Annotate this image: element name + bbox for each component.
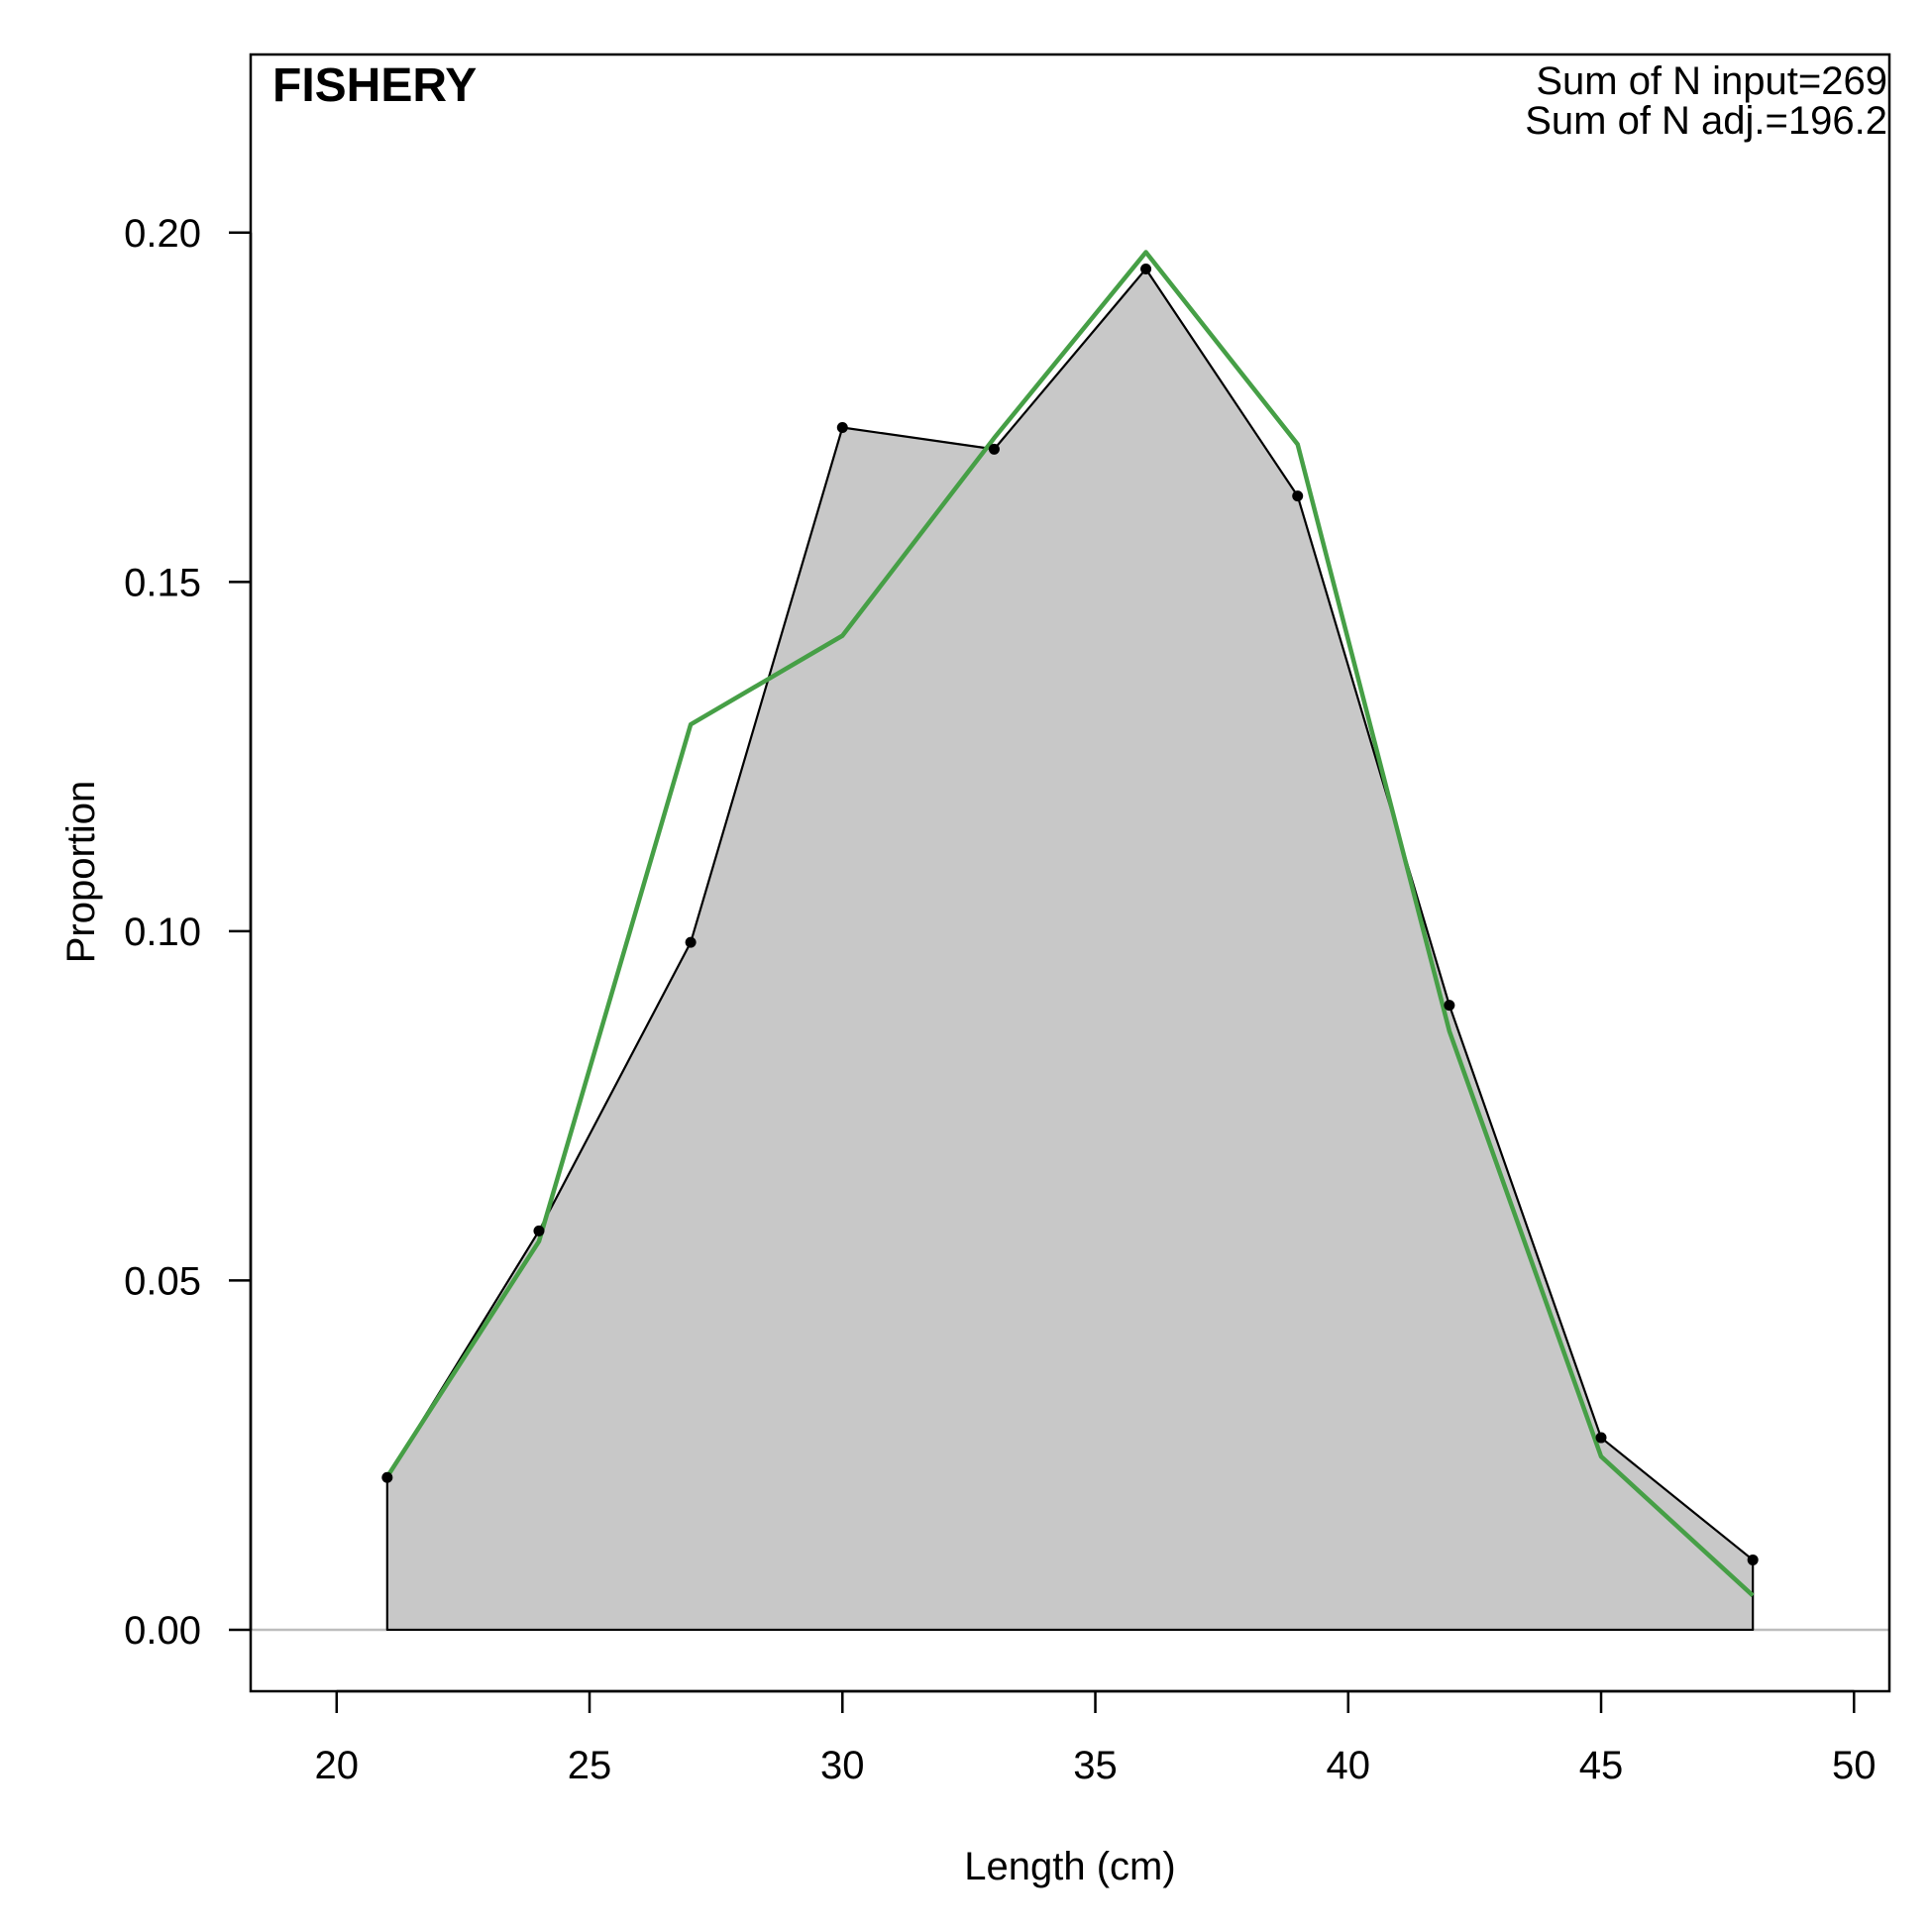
- x-axis-label: Length (cm): [964, 1845, 1175, 1888]
- x-tick-label: 35: [1073, 1744, 1118, 1787]
- observed-point: [381, 1471, 393, 1483]
- observed-point: [685, 936, 697, 948]
- x-axis: 20 25 30 35 40 45 50: [315, 1689, 1877, 1787]
- observed-point: [1140, 263, 1152, 274]
- x-tick-label: 45: [1579, 1744, 1624, 1787]
- observed-point: [1292, 490, 1304, 502]
- observed-point: [988, 443, 1000, 455]
- sum-n-input-annotation: Sum of N input=269: [1536, 59, 1887, 103]
- observed-point: [1747, 1554, 1759, 1565]
- expected-line: [384, 250, 1755, 1598]
- panel-title: FISHERY: [272, 59, 477, 112]
- x-tick-label: 30: [820, 1744, 865, 1787]
- plot-layer: [251, 250, 1889, 1632]
- y-tick-label: 0.15: [124, 561, 201, 604]
- observed-point: [836, 422, 848, 434]
- x-tick-label: 50: [1832, 1744, 1877, 1787]
- x-tick-label: 20: [315, 1744, 360, 1787]
- observed-point: [1595, 1432, 1607, 1444]
- y-tick-label: 0.10: [124, 911, 201, 954]
- y-axis-label: Proportion: [59, 781, 103, 964]
- observed-point: [533, 1225, 545, 1236]
- y-tick-label: 0.00: [124, 1609, 201, 1653]
- x-tick-label: 40: [1327, 1744, 1371, 1787]
- x-tick-label: 25: [568, 1744, 612, 1787]
- sum-n-adjusted-annotation: Sum of N adj.=196.2: [1525, 99, 1887, 143]
- y-tick-label: 0.20: [124, 212, 201, 256]
- y-axis: 0.00 0.05 0.10 0.15 0.20: [124, 212, 253, 1653]
- y-tick-label: 0.05: [124, 1259, 201, 1303]
- observed-point: [1444, 1000, 1455, 1012]
